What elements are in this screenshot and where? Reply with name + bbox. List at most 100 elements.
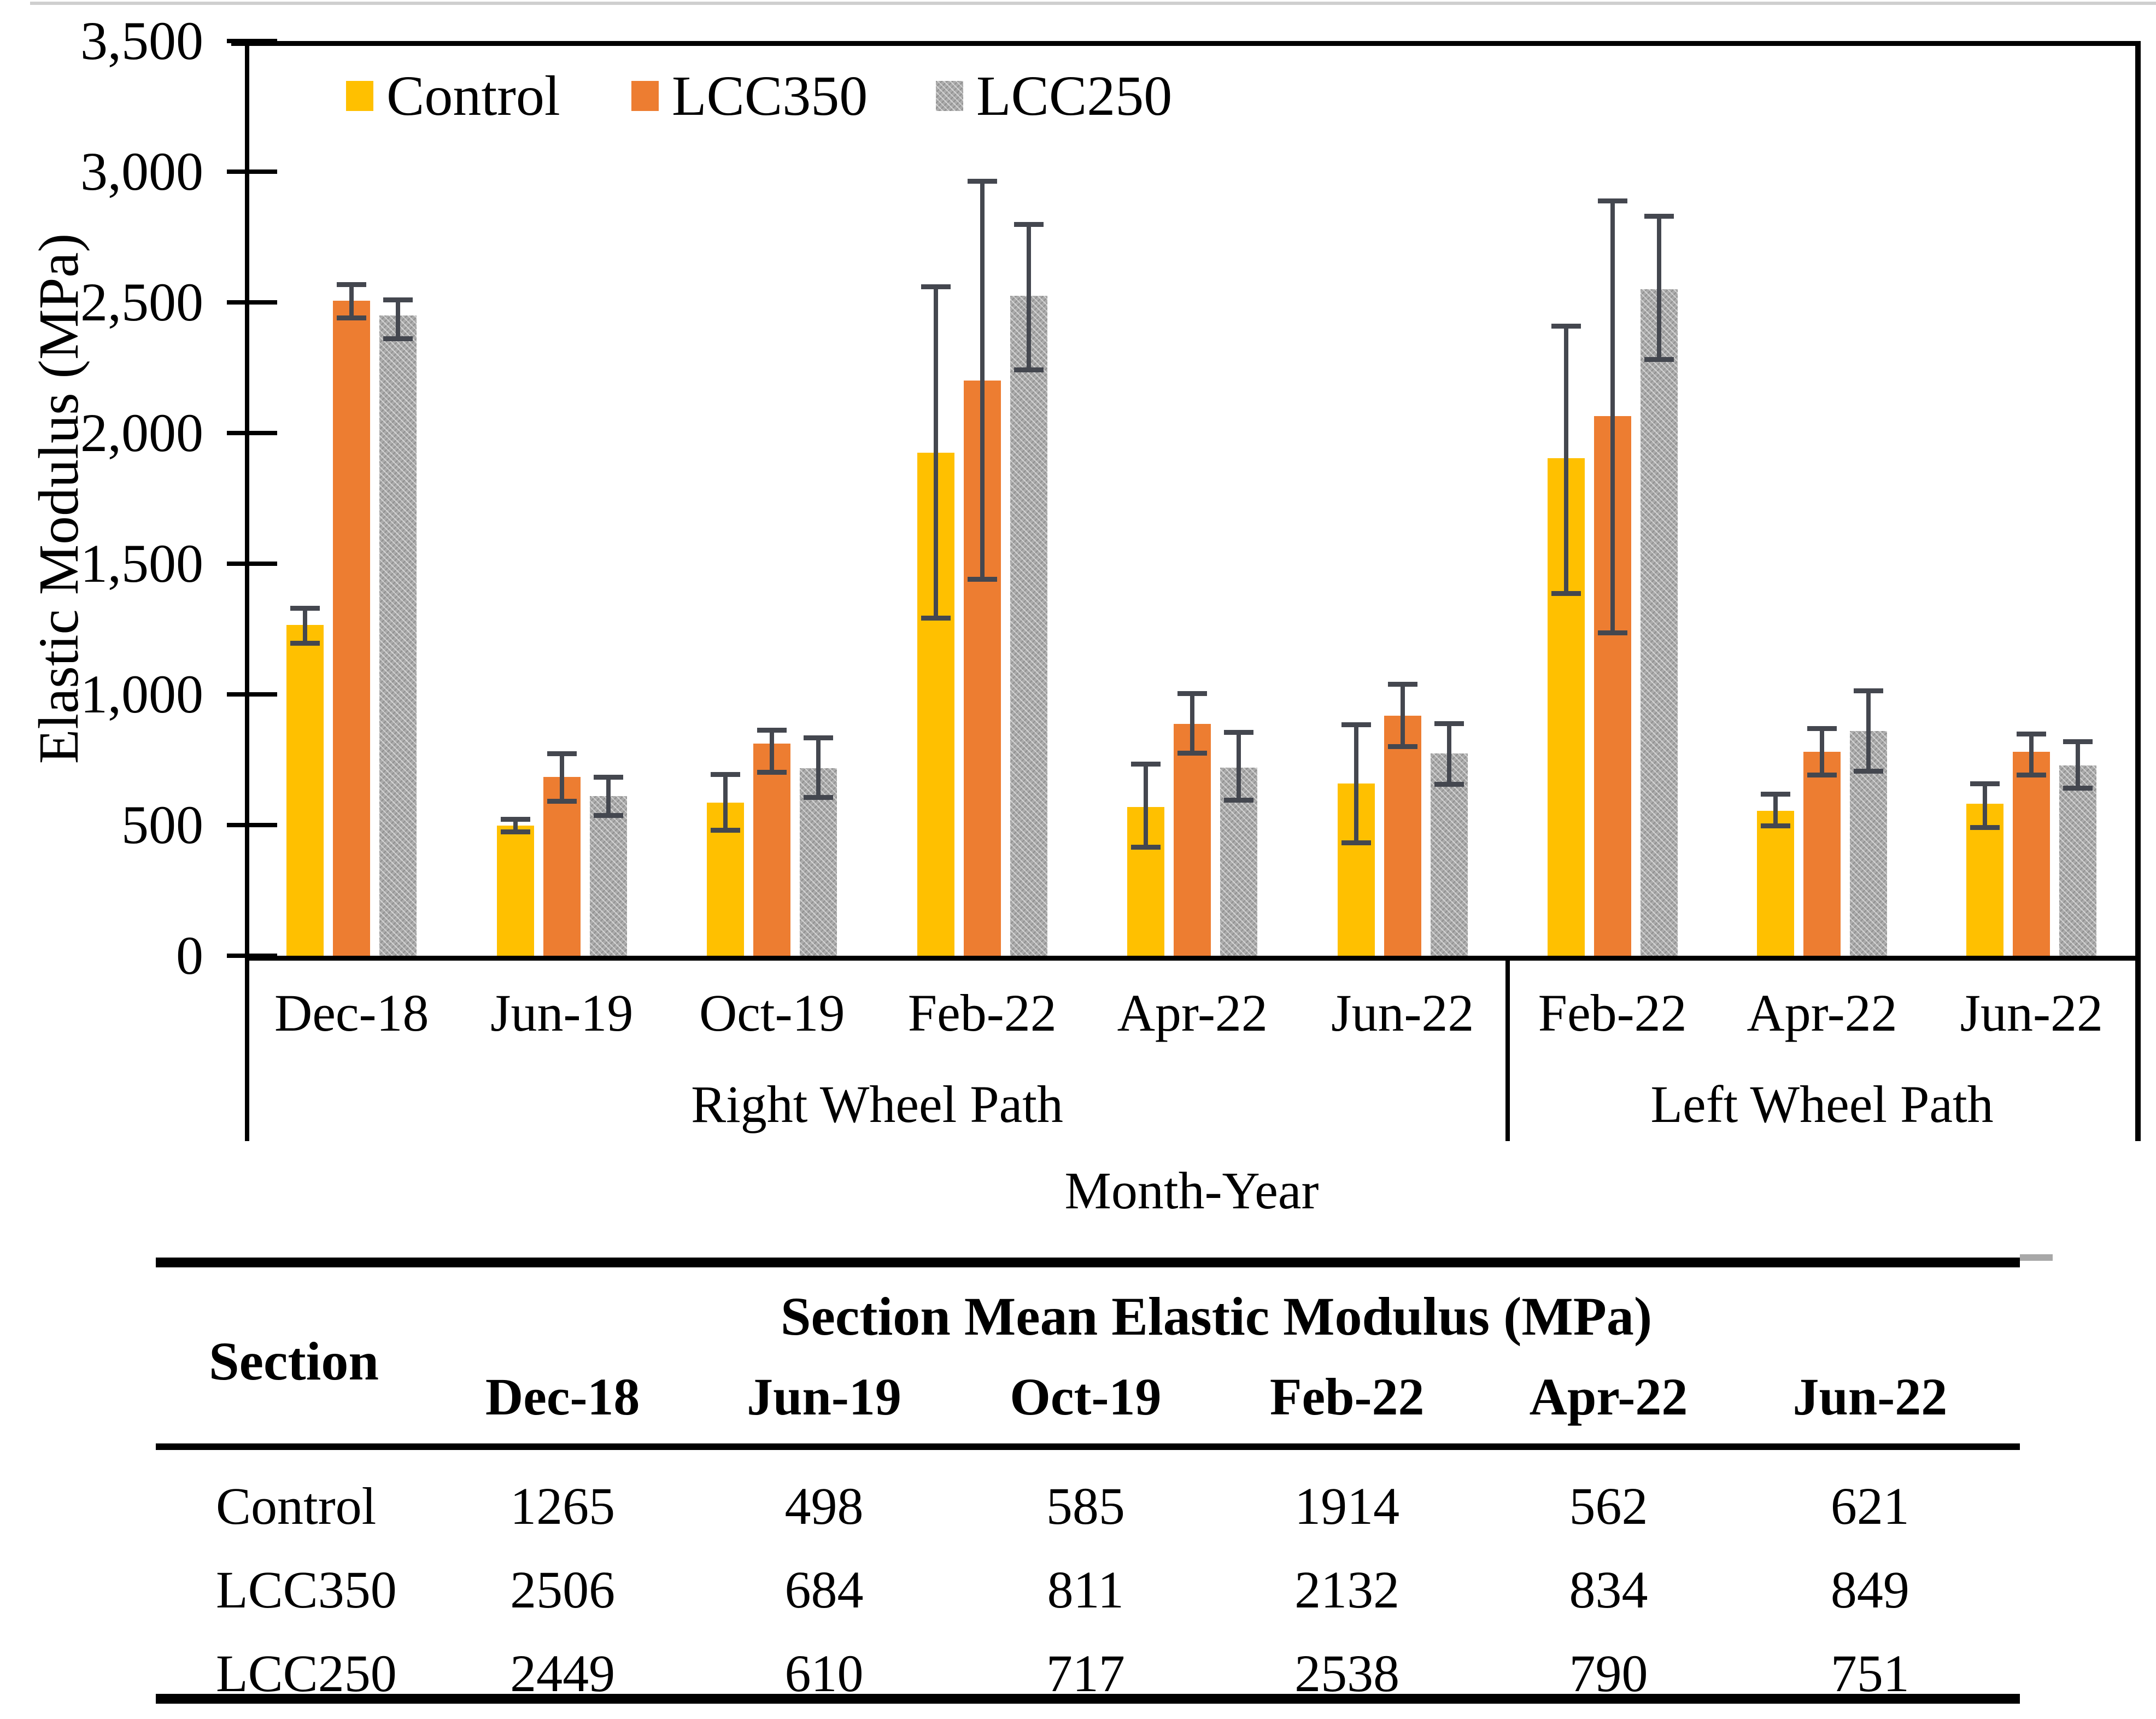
error-bar-line bbox=[1400, 683, 1405, 747]
error-bar-line bbox=[1026, 224, 1031, 371]
error-bar-line bbox=[1820, 728, 1824, 776]
error-bar-cap-bottom bbox=[967, 576, 997, 582]
bar-lcc250 bbox=[589, 796, 627, 956]
error-bar-line bbox=[1190, 693, 1195, 753]
table-section-cell: LCC250 bbox=[216, 1644, 397, 1703]
error-bar-line bbox=[1237, 732, 1241, 800]
error-bar-line bbox=[1983, 783, 1988, 828]
error-bar-cap-top bbox=[1341, 722, 1371, 727]
wheelpath-section-label: Left Wheel Path bbox=[1650, 1075, 1994, 1133]
error-bar-line bbox=[2029, 733, 2034, 776]
error-bar-cap-top bbox=[593, 774, 623, 780]
plot-border-top bbox=[231, 41, 2141, 46]
bar-lcc250 bbox=[1850, 730, 1887, 956]
error-bar-cap-bottom bbox=[1551, 590, 1581, 596]
error-bar-line bbox=[723, 774, 728, 831]
y-tick-mark bbox=[227, 39, 277, 43]
category-label: Jun-22 bbox=[1960, 984, 2103, 1042]
legend-label: LCC350 bbox=[672, 64, 868, 127]
y-tick-label: 0 bbox=[176, 925, 203, 986]
category-label: Feb-22 bbox=[1538, 984, 1687, 1042]
table-column-header: Jun-22 bbox=[1792, 1367, 1948, 1426]
error-bar-cap-bottom bbox=[1644, 357, 1674, 362]
error-bar-cap-bottom bbox=[1434, 781, 1464, 787]
error-bar-cap-bottom bbox=[1854, 769, 1883, 774]
bar-lcc250 bbox=[1010, 296, 1047, 956]
error-bar-line bbox=[1610, 200, 1615, 633]
error-bar-line bbox=[1563, 326, 1568, 594]
table-value-cell: 811 bbox=[1047, 1560, 1124, 1619]
error-bar-cap-bottom bbox=[1341, 840, 1371, 846]
error-bar-cap-bottom bbox=[1224, 797, 1254, 803]
y-tick-label: 2,000 bbox=[80, 402, 203, 463]
table-value-cell: 684 bbox=[784, 1560, 864, 1619]
error-bar-cap-top bbox=[290, 606, 320, 611]
legend-label: Control bbox=[386, 64, 560, 127]
error-bar-line bbox=[349, 284, 354, 318]
legend-item-control: Control bbox=[346, 65, 560, 127]
error-bar-line bbox=[816, 737, 821, 798]
y-tick-mark bbox=[227, 692, 277, 697]
error-bar-line bbox=[2076, 741, 2081, 789]
y-tick-label: 500 bbox=[121, 794, 203, 855]
legend-swatch-lcc350 bbox=[631, 80, 659, 111]
error-bar-cap-top bbox=[967, 178, 997, 184]
legend-swatch-lcc250 bbox=[936, 80, 963, 111]
y-tick-label: 1,000 bbox=[80, 664, 203, 724]
table-column-header: Feb-22 bbox=[1269, 1367, 1425, 1426]
error-bar-cap-top bbox=[337, 282, 367, 287]
bar-control bbox=[1757, 811, 1794, 956]
error-bar-line bbox=[1144, 763, 1149, 847]
error-bar-cap-bottom bbox=[1387, 744, 1417, 749]
error-bar-cap-bottom bbox=[337, 315, 367, 320]
error-bar-cap-top bbox=[1434, 721, 1464, 726]
error-bar-line bbox=[1866, 690, 1871, 771]
bar-control bbox=[286, 625, 324, 956]
y-tick-mark bbox=[227, 169, 277, 174]
y-tick-mark bbox=[227, 300, 277, 305]
error-bar-cap-top bbox=[1854, 688, 1883, 693]
error-bar-cap-bottom bbox=[804, 794, 834, 800]
table-value-cell: 1265 bbox=[510, 1477, 616, 1535]
x-axis-line bbox=[245, 956, 2141, 961]
table-section-cell: LCC350 bbox=[216, 1560, 397, 1619]
table-value-cell: 585 bbox=[1046, 1477, 1125, 1535]
summary-table: Section Mean Elastic Modulus (MPa) Secti… bbox=[0, 1236, 2156, 1719]
y-axis-title: Elastic Modulus (MPa) bbox=[27, 233, 90, 764]
error-bar-cap-top bbox=[711, 771, 741, 777]
error-bar-line bbox=[1773, 793, 1778, 827]
bar-lcc250 bbox=[1640, 289, 1678, 956]
error-bar-cap-top bbox=[500, 817, 530, 822]
table-rule-bottom bbox=[156, 1694, 2020, 1704]
error-bar-cap-bottom bbox=[2017, 773, 2047, 778]
error-bar-cap-top bbox=[1387, 681, 1417, 687]
error-bar-line bbox=[1354, 724, 1358, 844]
table-value-cell: 562 bbox=[1569, 1477, 1648, 1535]
table-value-cell: 717 bbox=[1046, 1644, 1125, 1703]
error-bar-cap-bottom bbox=[1177, 750, 1208, 756]
plot-border-right bbox=[2135, 41, 2141, 1141]
table-rule-top-stub bbox=[2020, 1254, 2053, 1261]
error-bar-cap-top bbox=[1597, 198, 1627, 203]
error-bar-line bbox=[1656, 216, 1661, 360]
error-bar-cap-bottom bbox=[921, 616, 951, 621]
bar-lcc350 bbox=[1174, 723, 1211, 956]
error-bar-line bbox=[559, 753, 564, 802]
table-value-cell: 2449 bbox=[510, 1644, 616, 1703]
table-column-header: Jun-19 bbox=[747, 1367, 901, 1426]
table-rule-top bbox=[156, 1258, 2020, 1267]
category-label: Apr-22 bbox=[1117, 984, 1268, 1042]
wheelpath-divider-line bbox=[1505, 961, 1510, 1141]
table-section-cell: Control bbox=[216, 1477, 377, 1535]
error-bar-cap-top bbox=[1131, 761, 1161, 767]
category-label: Jun-22 bbox=[1331, 984, 1474, 1042]
bar-lcc250 bbox=[2059, 765, 2097, 956]
category-label: Dec-18 bbox=[274, 984, 429, 1042]
error-bar-cap-top bbox=[1761, 791, 1790, 797]
y-tick-mark bbox=[227, 823, 277, 827]
error-bar-cap-top bbox=[921, 284, 951, 290]
table-value-cell: 621 bbox=[1830, 1477, 1909, 1535]
y-tick-label: 1,500 bbox=[80, 533, 203, 594]
error-bar-cap-top bbox=[1644, 214, 1674, 219]
table-column-header: Dec-18 bbox=[485, 1367, 640, 1426]
